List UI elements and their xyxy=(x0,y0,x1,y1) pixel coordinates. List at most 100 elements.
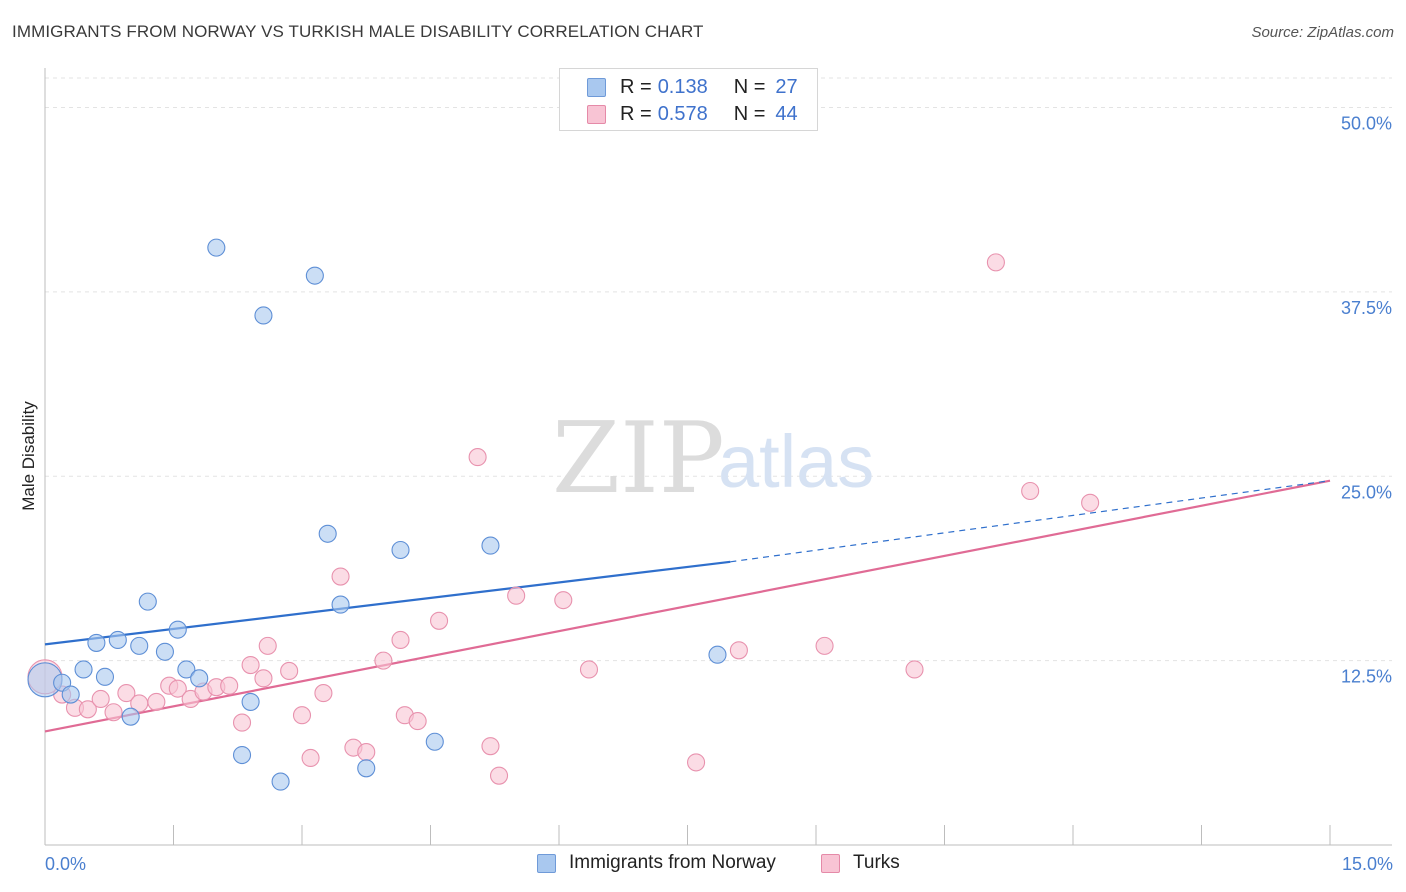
gridlines xyxy=(45,77,1392,662)
legend-item-norway[interactable]: Immigrants from Norway xyxy=(537,852,776,874)
point-turks xyxy=(579,660,599,679)
point-turks xyxy=(78,700,97,719)
watermark-zip: ZIP xyxy=(552,402,725,516)
point-norway xyxy=(87,633,106,652)
point-norway xyxy=(177,660,196,679)
point-norway xyxy=(331,595,350,614)
point-turks xyxy=(314,684,333,703)
point-turks xyxy=(254,669,273,688)
r-label: R = xyxy=(620,102,652,125)
r-value: 0.138 xyxy=(657,75,708,98)
source-label: Source: ZipAtlas.com xyxy=(1251,24,1394,41)
correlation-legend: R = 0.138 N = 27 R = 0.578 N = 44 xyxy=(559,68,818,131)
point-norway xyxy=(481,536,500,555)
point-turks xyxy=(331,567,350,586)
point-turks xyxy=(147,692,166,711)
point-norway xyxy=(155,642,174,661)
n-value: 44 xyxy=(775,102,798,125)
point-turks xyxy=(729,641,748,660)
point-norway xyxy=(121,707,140,726)
point-norway xyxy=(254,306,273,325)
point-norway xyxy=(232,745,252,765)
legend-swatch-norway xyxy=(587,77,606,97)
point-norway xyxy=(138,592,157,611)
y-tick-label: 50.0% xyxy=(1341,114,1392,134)
trend-line-turks xyxy=(44,479,1331,733)
point-norway xyxy=(357,759,376,778)
point-norway xyxy=(130,636,149,655)
watermark: ZIP atlas xyxy=(552,402,874,516)
point-turks xyxy=(815,636,834,655)
y-tick-labels: 12.5% 25.0% 37.5% 50.0% xyxy=(1341,114,1392,687)
legend-swatch-turks xyxy=(587,104,606,124)
point-turks xyxy=(104,703,123,722)
n-label: N = xyxy=(733,75,766,98)
legend-label-turks: Turks xyxy=(853,852,900,873)
legend-swatch-norway xyxy=(537,853,556,873)
point-norway xyxy=(425,732,444,751)
point-norway xyxy=(190,669,209,688)
point-turks xyxy=(687,753,706,772)
point-turks xyxy=(468,448,487,467)
r-label: R = xyxy=(620,75,652,98)
point-turks xyxy=(1021,481,1040,501)
point-turks xyxy=(117,684,136,703)
legend-row-norway: R = 0.138 N = 27 xyxy=(587,75,798,99)
x-tick-label: 15.0% xyxy=(1342,854,1393,874)
axes xyxy=(44,68,1392,846)
point-norway xyxy=(318,524,337,543)
point-turks xyxy=(292,706,312,725)
point-norway xyxy=(95,667,115,686)
point-turks xyxy=(168,679,187,698)
x-tick-label: 0.0% xyxy=(45,854,86,874)
n-value: 27 xyxy=(775,75,798,98)
point-turks xyxy=(489,766,509,785)
legend-swatch-turks xyxy=(821,853,840,873)
point-turks xyxy=(232,713,252,732)
watermark-atlas: atlas xyxy=(718,420,874,503)
y-tick-label: 25.0% xyxy=(1341,482,1392,502)
point-norway xyxy=(391,540,410,560)
point-turks xyxy=(91,689,110,709)
trend-line-norway xyxy=(44,560,731,646)
trend-line-norway-extension xyxy=(730,480,1331,563)
point-norway xyxy=(708,645,727,664)
point-turks xyxy=(507,586,526,605)
chart-title: IMMIGRANTS FROM NORWAY VS TURKISH MALE D… xyxy=(12,22,704,41)
point-turks xyxy=(391,630,410,650)
point-norway xyxy=(207,238,226,257)
x-tick-labels: 0.0% 15.0% xyxy=(45,854,1393,874)
point-norway xyxy=(305,266,324,285)
point-turks xyxy=(430,611,449,630)
r-value: 0.578 xyxy=(657,102,708,125)
point-norway xyxy=(108,630,127,650)
point-turks xyxy=(554,591,573,610)
legend-label-norway: Immigrants from Norway xyxy=(569,852,776,873)
point-turks xyxy=(258,636,277,655)
point-turks xyxy=(301,748,320,768)
point-turks xyxy=(1081,493,1100,512)
y-tick-label: 12.5% xyxy=(1341,667,1392,687)
point-norway xyxy=(241,692,260,711)
data-points xyxy=(27,238,1100,791)
n-label: N = xyxy=(733,102,766,125)
point-turks xyxy=(280,661,299,681)
legend-item-turks[interactable]: Turks xyxy=(821,852,900,874)
series-legend: Immigrants from Norway Turks xyxy=(0,852,1406,878)
point-turks xyxy=(374,651,393,670)
point-norway xyxy=(168,620,187,639)
point-turks xyxy=(481,737,500,756)
point-turks xyxy=(241,655,260,675)
trend-lines xyxy=(44,479,1331,733)
legend-row-turks: R = 0.578 N = 44 xyxy=(587,102,798,126)
point-norway xyxy=(74,660,93,679)
y-axis-title: Male Disability xyxy=(19,401,38,511)
point-turks xyxy=(408,712,427,731)
point-norway xyxy=(61,685,80,704)
point-turks xyxy=(220,676,239,695)
point-turks xyxy=(357,743,376,762)
point-turks xyxy=(905,660,924,679)
point-turks xyxy=(986,253,1005,272)
y-tick-label: 37.5% xyxy=(1341,298,1392,318)
